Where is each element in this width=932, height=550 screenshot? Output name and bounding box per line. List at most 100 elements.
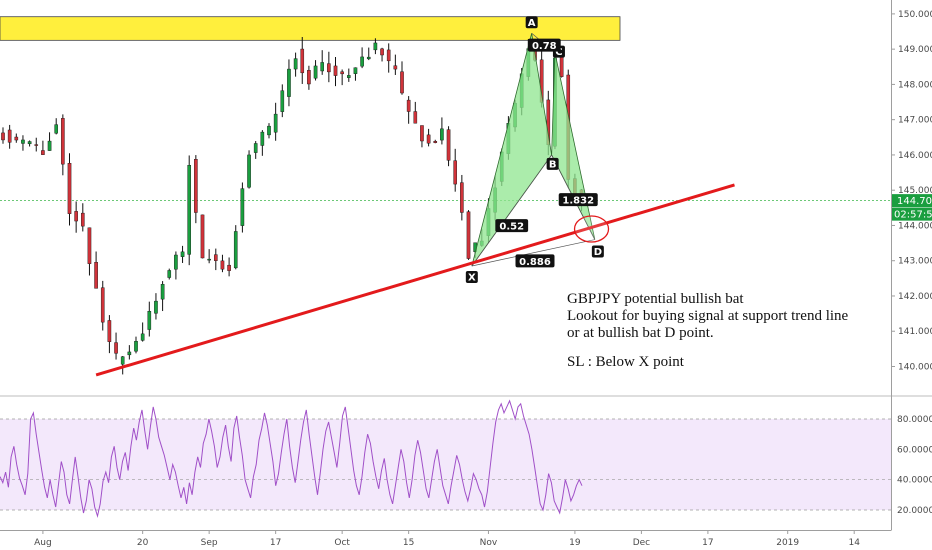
candle <box>41 140 45 155</box>
candle <box>227 257 231 277</box>
candle <box>67 153 72 226</box>
candle <box>47 132 52 151</box>
time-tick-label: Dec <box>633 538 650 548</box>
svg-text:1.832: 1.832 <box>562 196 594 207</box>
candle <box>160 281 165 312</box>
candle <box>433 139 438 144</box>
svg-text:A: A <box>528 18 536 29</box>
candle <box>21 135 25 151</box>
candle <box>34 137 39 152</box>
pattern-point-d[interactable]: D <box>591 245 604 259</box>
candle <box>267 123 271 139</box>
candle <box>134 336 138 354</box>
candle <box>320 50 325 75</box>
price-tick-label: 147.000 <box>898 116 932 126</box>
time-tick-label: 15 <box>403 538 414 548</box>
rsi-band <box>0 419 891 510</box>
candle <box>280 84 285 118</box>
time-tick-label: Oct <box>334 538 350 548</box>
pattern-ratio-label: 0.78 <box>527 38 561 52</box>
candle <box>347 68 351 82</box>
support-trendline-layer[interactable] <box>95 183 735 377</box>
candle <box>80 203 85 232</box>
price-tick-label: 148.000 <box>898 80 932 90</box>
candle <box>366 47 371 61</box>
countdown-badge: 02:57:54 <box>892 207 932 221</box>
time-tick-label: 17 <box>270 538 281 548</box>
candle <box>1 127 5 144</box>
pattern-triangle-bcd[interactable] <box>551 52 596 240</box>
time-tick-label: 20 <box>137 538 149 548</box>
price-tick-label: 145.000 <box>898 186 932 196</box>
candle <box>54 118 58 135</box>
price-tick-label: 141.000 <box>898 327 932 337</box>
svg-text:0.886: 0.886 <box>519 257 551 268</box>
candle <box>200 214 205 259</box>
candle <box>400 61 404 95</box>
rsi-panel <box>0 399 891 519</box>
candle <box>333 57 338 87</box>
harmonic-pattern-layer[interactable]: X A B C D 0.52 0.886 0.78 1.832 <box>465 16 604 284</box>
candle <box>14 133 19 143</box>
pattern-point-b[interactable]: B <box>546 157 559 171</box>
candle <box>74 201 78 233</box>
price-tick-label: 143.000 <box>898 257 932 267</box>
rsi-tick-label: 40.0000 <box>897 476 932 486</box>
price-badges: 144.704 02:57:54 <box>892 194 932 221</box>
pattern-point-a[interactable]: A <box>525 16 538 29</box>
candle <box>194 155 198 224</box>
candle <box>446 126 451 167</box>
candle <box>114 332 118 360</box>
axis-labels: 150.000 149.000 148.000 147.000 146.000 145.0… <box>34 10 932 548</box>
pattern-leg-xd <box>471 239 595 267</box>
candle <box>87 227 92 276</box>
pattern-point-x[interactable]: X <box>465 271 478 284</box>
annotation-line-3: or at bullish bat D point. <box>567 325 714 341</box>
candle <box>107 315 112 354</box>
rsi-tick-label: 20.0000 <box>897 506 932 516</box>
candle <box>187 155 192 266</box>
candle <box>353 67 358 81</box>
candle <box>147 301 152 337</box>
candle <box>293 52 298 77</box>
candle <box>140 322 145 342</box>
candle <box>420 125 424 148</box>
candle <box>413 101 418 124</box>
time-tick-label: Nov <box>480 538 498 548</box>
candle <box>393 54 398 75</box>
candle <box>360 47 364 69</box>
svg-text:X: X <box>468 273 476 284</box>
pattern-ratio-label: 1.832 <box>558 193 598 207</box>
candle <box>426 128 431 147</box>
candle <box>180 245 185 263</box>
candle <box>213 248 218 271</box>
candle <box>100 280 105 331</box>
support-trendline[interactable] <box>95 183 735 377</box>
d-point-highlight <box>573 215 610 243</box>
candle <box>373 38 378 55</box>
svg-text:C: C <box>555 47 562 58</box>
resistance-zone[interactable] <box>0 16 621 41</box>
candle <box>27 140 32 147</box>
candle <box>313 60 318 81</box>
candle <box>386 43 391 73</box>
candle <box>61 114 65 176</box>
candle <box>466 210 471 260</box>
candle <box>380 47 384 62</box>
svg-text:02:57:54: 02:57:54 <box>894 210 932 221</box>
candle <box>253 141 258 159</box>
candle <box>240 182 245 233</box>
time-tick-label: Aug <box>34 538 52 548</box>
annotation-line-5: SL : Below X point <box>567 354 685 370</box>
time-tick-label: Sep <box>201 538 218 548</box>
candle <box>307 65 311 90</box>
price-tick-label: 146.000 <box>898 151 932 161</box>
candle <box>453 148 458 192</box>
svg-text:0.78: 0.78 <box>532 41 557 52</box>
candle <box>154 293 158 320</box>
annotation-line-1: GBPJPY potential bullish bat <box>567 291 744 307</box>
rsi-line <box>0 399 583 519</box>
candle <box>7 124 12 149</box>
